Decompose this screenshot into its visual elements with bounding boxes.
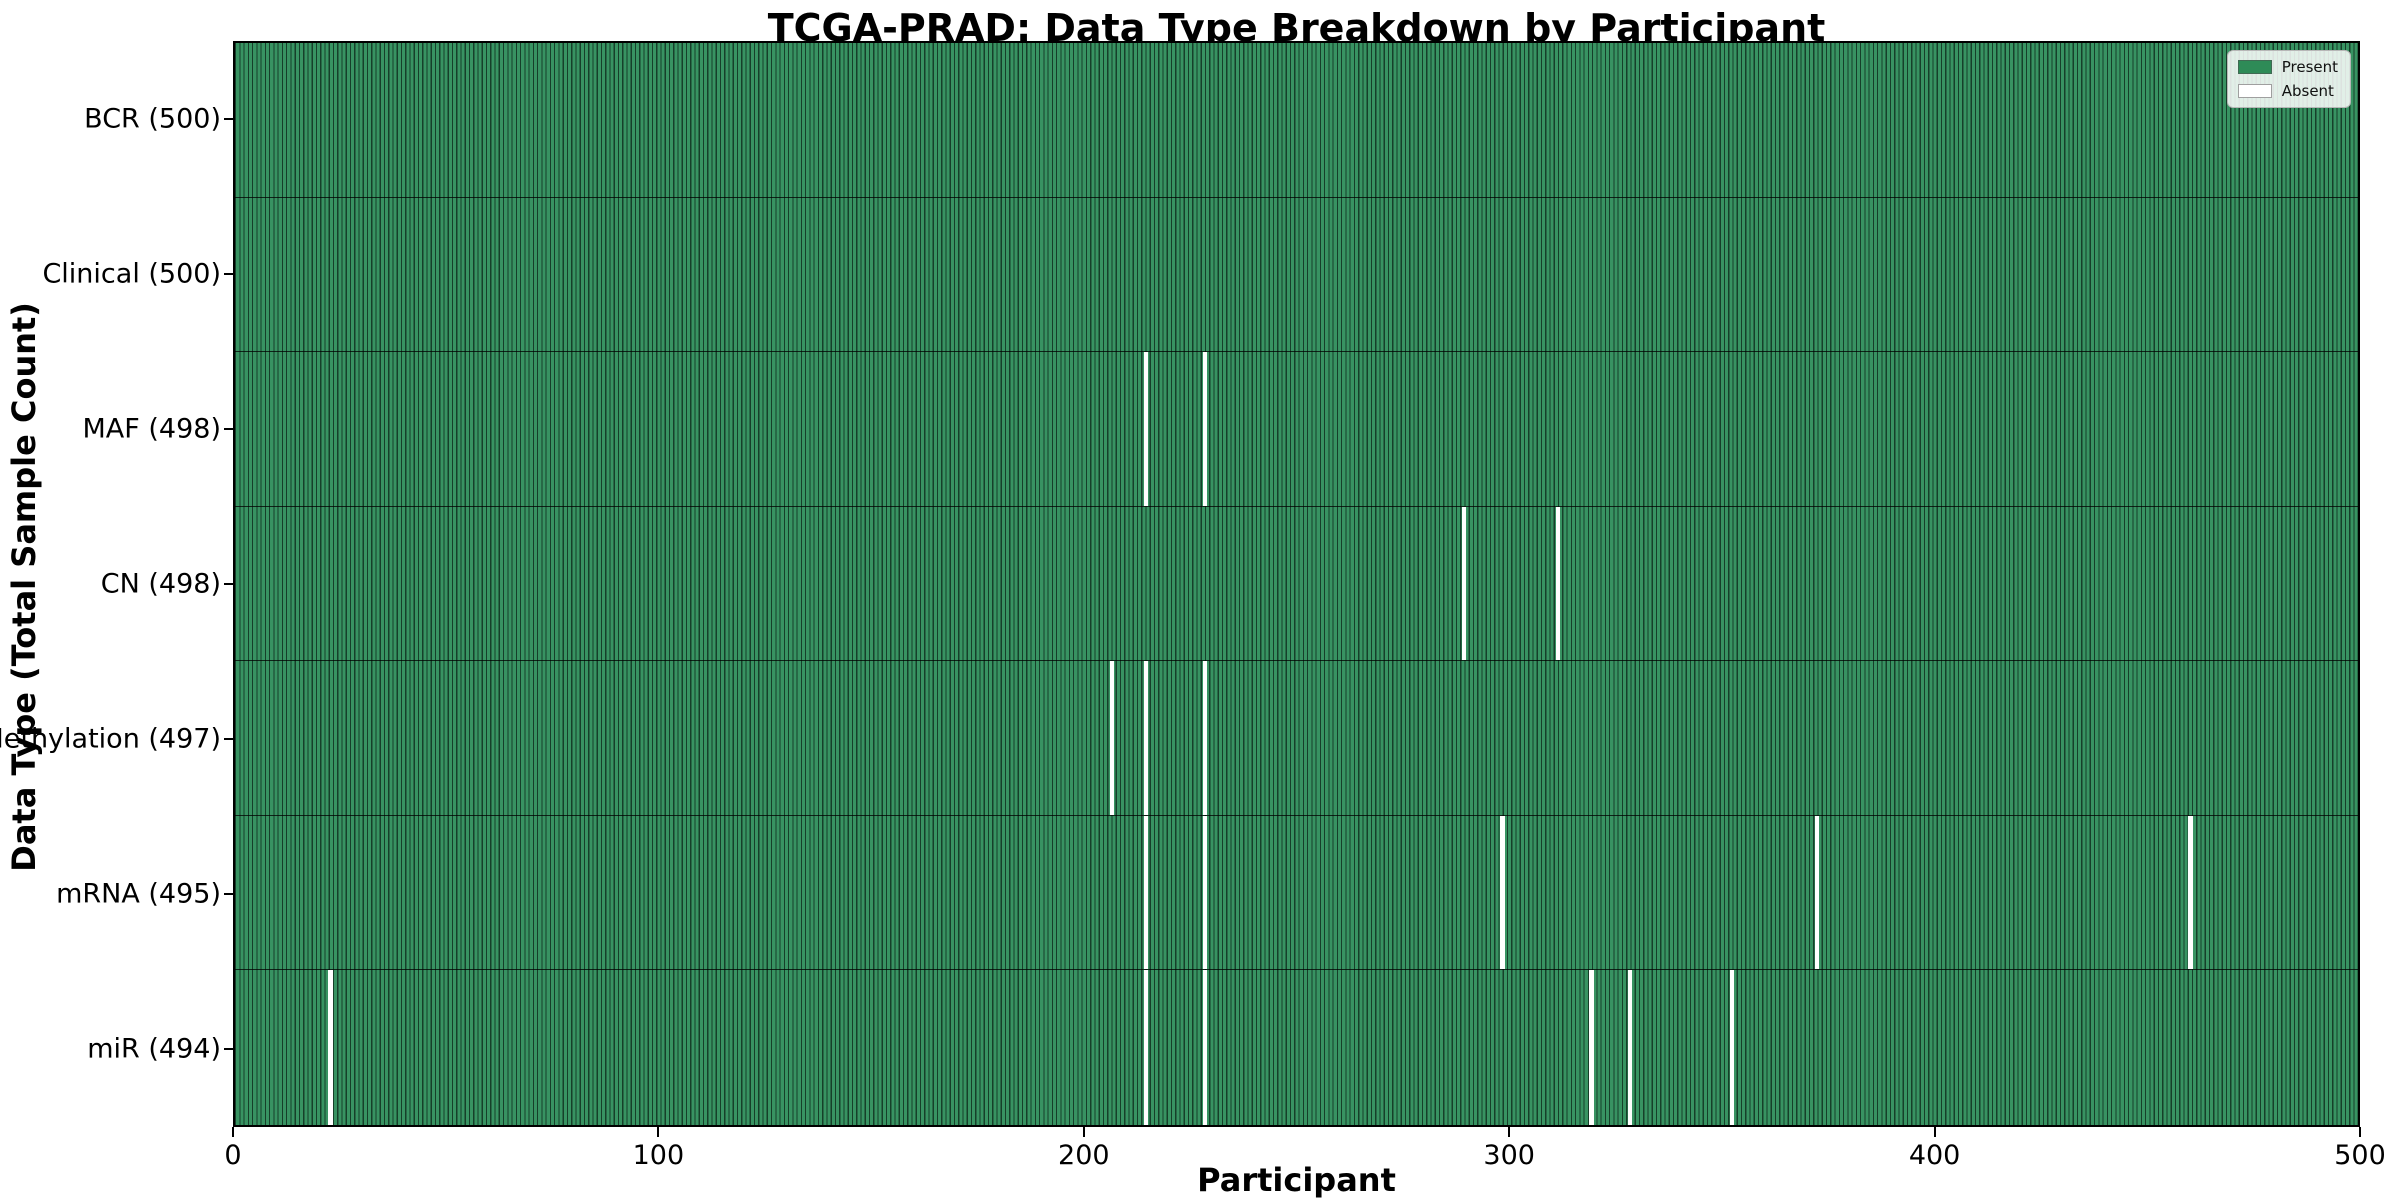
xtick-label-0: 0	[224, 1140, 242, 1171]
row-methylation	[235, 661, 2358, 816]
plot-area: Present Absent	[233, 41, 2360, 1127]
absent-gap-cn-p311	[1555, 506, 1560, 661]
absent-gap-cn-p289	[1462, 506, 1467, 661]
ytick-mark-bcr	[224, 117, 233, 120]
xtick-mark-400	[1933, 1127, 1936, 1137]
ytick-mark-methylation	[224, 738, 233, 741]
ytick-mark-maf	[224, 427, 233, 430]
ytick-label-mir: miR (494)	[87, 1033, 221, 1065]
xtick-label-200: 200	[1058, 1140, 1110, 1171]
absent-gap-mir-p214	[1143, 970, 1149, 1125]
xtick-mark-200	[1082, 1127, 1085, 1137]
ytick-label-clinical: Clinical (500)	[42, 258, 221, 290]
legend-label-present: Present	[2281, 58, 2338, 76]
xtick-mark-500	[2359, 1127, 2361, 1137]
absent-gap-mrna-p298	[1500, 815, 1505, 970]
absent-gap-methylation-p228	[1203, 661, 1208, 815]
row-mrna	[235, 815, 2358, 971]
absent-gap-methylation-p214	[1143, 661, 1149, 815]
legend-label-absent: Absent	[2281, 82, 2334, 100]
present-swatch-icon	[2237, 60, 2272, 74]
absent-swatch-icon	[2237, 84, 2272, 98]
ytick-mark-cn	[224, 583, 233, 585]
ytick-label-mrna: mRNA (495)	[56, 878, 221, 910]
absent-gap-mrna-p372	[1814, 815, 1819, 970]
absent-gap-methylation-p206	[1109, 661, 1115, 815]
absent-gap-mir-p319	[1589, 970, 1594, 1125]
absent-gap-mir-p22	[328, 970, 333, 1125]
absent-gap-maf-p228	[1203, 352, 1208, 506]
xtick-label-100: 100	[632, 1140, 685, 1171]
absent-gap-mir-p328	[1627, 970, 1633, 1125]
legend-item-absent: Absent	[2237, 82, 2338, 100]
absent-gap-mir-p228	[1203, 970, 1208, 1125]
xtick-mark-300	[1508, 1127, 1511, 1137]
ytick-mark-clinical	[224, 272, 233, 275]
absent-gap-mrna-p460	[2188, 815, 2193, 970]
ytick-label-methylation: Methylation (497)	[0, 723, 221, 755]
legend: Present Absent	[2226, 50, 2351, 108]
xtick-label-300: 300	[1483, 1140, 1535, 1171]
row-bcr	[235, 43, 2358, 198]
xtick-mark-100	[657, 1127, 660, 1137]
rows-container	[235, 43, 2358, 1125]
absent-gap-mir-p352	[1729, 970, 1734, 1125]
row-mir	[235, 970, 2358, 1125]
x-axis-label: Participant	[1197, 1161, 1396, 1199]
xtick-label-500: 500	[2334, 1140, 2386, 1171]
ytick-mark-mrna	[224, 893, 233, 896]
ytick-label-bcr: BCR (500)	[84, 103, 221, 135]
ytick-label-cn: CN (498)	[100, 568, 221, 600]
xtick-mark-0	[232, 1127, 234, 1137]
row-clinical	[235, 197, 2358, 353]
absent-gap-mrna-p228	[1203, 815, 1208, 970]
row-maf	[235, 352, 2358, 507]
row-cn	[235, 506, 2358, 662]
ytick-mark-mir	[224, 1048, 233, 1051]
ytick-label-maf: MAF (498)	[82, 413, 221, 445]
xtick-label-400: 400	[1908, 1140, 1961, 1171]
absent-gap-maf-p214	[1143, 352, 1149, 506]
absent-gap-mrna-p214	[1143, 815, 1149, 970]
legend-item-present: Present	[2237, 58, 2338, 76]
